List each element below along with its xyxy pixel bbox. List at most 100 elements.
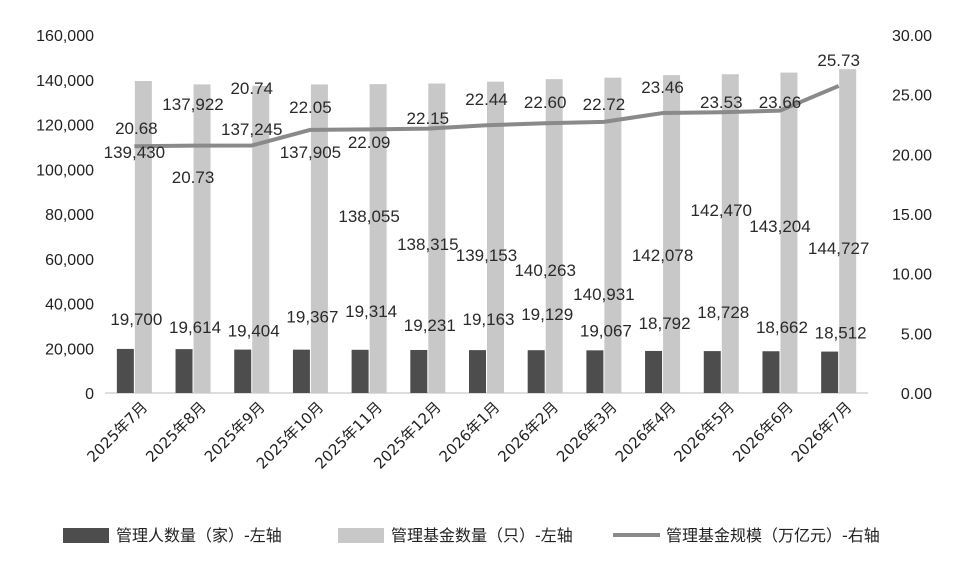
- left-axis: 0 20,000 40,000 60,000 80,000 100,000 120,000 1…: [36, 28, 94, 403]
- manager-count-label: 19,314: [345, 302, 397, 321]
- manager-count-label: 19,700: [110, 310, 162, 329]
- manager-count-label: 18,662: [756, 318, 808, 337]
- manager-count-label: 18,792: [639, 314, 691, 333]
- legend-label-fund: 管理基金数量（只）-左轴: [391, 526, 573, 545]
- legend: 管理人数量（家）-左轴 管理基金数量（只）-左轴 管理基金规模（万亿元）-右轴: [63, 526, 880, 545]
- fund-scale-label: 20.73: [172, 168, 215, 187]
- manager-count-bars: [116, 348, 839, 393]
- fund-scale-label: 20.68: [115, 119, 158, 138]
- manager-count-bar: [469, 350, 486, 393]
- left-axis-tick: 160,000: [36, 28, 94, 45]
- fund-scale-label: 22.72: [583, 95, 626, 114]
- fund-scale-line: [134, 84, 840, 149]
- fund-count-bar: [428, 83, 446, 393]
- manager-count-label: 18,728: [697, 303, 749, 322]
- manager-count-bar: [586, 350, 604, 393]
- legend-label-manager: 管理人数量（家）-左轴: [116, 526, 282, 545]
- data-labels: 19,700 19,614 19,404 19,367 19,314 19,231 19,1…: [104, 51, 870, 343]
- fund-scale-polyline: [134, 84, 840, 149]
- fund-count-label: 143,204: [749, 217, 810, 236]
- fund-count-bar: [721, 74, 739, 393]
- fund-count-label: 139,430: [104, 143, 165, 162]
- fund-count-bar: [487, 81, 504, 393]
- right-axis-tick: 5.00: [901, 326, 932, 343]
- manager-count-label: 19,163: [463, 310, 515, 329]
- manager-count-bar: [527, 350, 545, 393]
- manager-count-label: 19,404: [228, 322, 280, 341]
- manager-count-label: 19,067: [580, 321, 632, 340]
- fund-count-bar: [545, 79, 563, 394]
- x-axis-tick: 2026年2月: [494, 398, 562, 466]
- x-axis-tick: 2025年7月: [83, 398, 151, 466]
- manager-count-bar: [821, 351, 839, 393]
- fund-scale-label: 23.53: [700, 93, 743, 112]
- legend-label-scale: 管理基金规模（万亿元）-右轴: [666, 526, 880, 545]
- fund-count-label: 142,470: [691, 201, 752, 220]
- fund-scale-label: 22.44: [465, 90, 508, 109]
- right-axis-tick: 20.00: [892, 147, 932, 164]
- manager-count-label: 19,129: [521, 305, 573, 324]
- x-axis-tick: 2026年4月: [612, 398, 680, 466]
- fund-scale-label: 23.46: [641, 78, 684, 97]
- fund-count-bars: [134, 69, 857, 394]
- manager-count-bar: [762, 351, 780, 393]
- right-axis-tick: 15.00: [892, 207, 932, 224]
- fund-count-bar: [780, 72, 798, 393]
- manager-count-bar: [116, 348, 134, 393]
- fund-count-bar: [134, 81, 152, 393]
- manager-count-label: 18,512: [815, 324, 867, 343]
- left-axis-tick: 60,000: [45, 252, 94, 269]
- right-axis-tick: 0.00: [901, 386, 932, 403]
- fund-count-label: 137,922: [162, 95, 223, 114]
- fund-count-bar: [252, 85, 270, 394]
- fund-count-label: 138,055: [338, 207, 399, 226]
- manager-count-label: 19,231: [404, 316, 456, 335]
- manager-count-bar: [351, 349, 369, 393]
- fund-count-label: 139,153: [456, 246, 517, 265]
- fund-scale-label: 22.09: [348, 133, 391, 152]
- x-axis-tick: 2026年7月: [788, 398, 856, 466]
- fund-count-label: 140,263: [514, 261, 575, 280]
- manager-count-bar: [292, 349, 310, 393]
- fund-count-label: 144,727: [808, 239, 869, 258]
- fund-count-label: 142,078: [632, 246, 693, 265]
- manager-count-bar: [234, 349, 252, 393]
- fund-count-label: 137,905: [280, 143, 341, 162]
- fund-count-bar: [663, 75, 681, 394]
- fund-count-bar: [193, 84, 211, 393]
- fund-scale-label: 22.15: [407, 109, 450, 128]
- manager-count-label: 19,367: [286, 308, 338, 327]
- manager-count-label: 19,614: [169, 318, 221, 337]
- x-axis-tick: 2026年5月: [670, 398, 738, 466]
- right-axis-tick: 25.00: [892, 88, 932, 105]
- manager-count-bar: [645, 350, 663, 393]
- manager-count-bar: [175, 349, 193, 393]
- manager-count-bar: [410, 349, 428, 393]
- left-axis-tick: 100,000: [36, 162, 94, 179]
- x-axis-tick: 2025年8月: [142, 398, 210, 466]
- x-axis-tick: 2026年1月: [436, 398, 504, 466]
- fund-count-label: 140,931: [573, 285, 634, 304]
- fund-scale-label: 23.66: [759, 93, 802, 112]
- legend-swatch-manager: [63, 528, 109, 543]
- fund-scale-label: 22.60: [524, 93, 567, 112]
- left-axis-tick: 40,000: [45, 297, 94, 314]
- right-axis: 0.00 5.00 10.00 15.00 20.00 25.00 30.00: [892, 28, 932, 403]
- fund-count-label: 137,245: [221, 120, 282, 139]
- manager-count-bar: [703, 351, 721, 393]
- x-axis-tick: 2026年3月: [553, 398, 621, 466]
- fund-count-label: 138,315: [397, 235, 458, 254]
- legend-swatch-fund: [338, 528, 384, 543]
- fund-count-bar: [369, 84, 387, 394]
- fund-scale-label: 25.73: [817, 51, 860, 70]
- left-axis-tick: 120,000: [36, 118, 94, 135]
- x-axis-ticks: 2025年7月2025年8月2025年9月2025年10月2025年11月202…: [83, 398, 855, 472]
- left-axis-tick: 80,000: [45, 207, 94, 224]
- fund-count-bar: [604, 77, 622, 394]
- right-axis-tick: 10.00: [892, 267, 932, 284]
- x-axis-tick: 2026年6月: [729, 398, 797, 466]
- right-axis-tick: 30.00: [892, 28, 932, 45]
- fund-count-bar: [310, 84, 328, 393]
- left-axis-tick: 20,000: [45, 341, 94, 358]
